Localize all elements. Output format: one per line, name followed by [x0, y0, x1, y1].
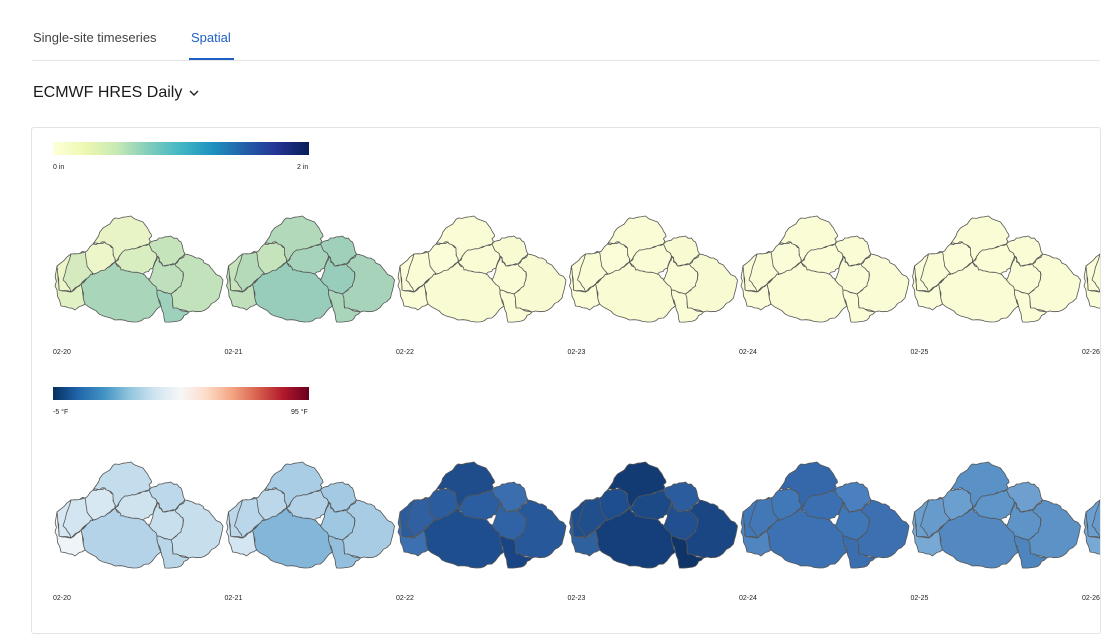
map-date-label: 02-21: [224, 595, 243, 602]
basin-region: [748, 497, 780, 539]
basin-region: [595, 261, 676, 323]
basin-region: [912, 265, 943, 311]
basin-region: [226, 265, 257, 311]
basin-region: [62, 497, 94, 539]
basin-map-02-25: [912, 461, 1081, 569]
tab-bar: Single-site timeseries Spatial: [32, 0, 1100, 61]
basin-region: [1091, 253, 1100, 293]
basin-map-02-20: [54, 461, 224, 569]
map-date-label: 02-23: [567, 349, 586, 356]
basin-region: [569, 265, 600, 311]
precip-map-strip: [54, 215, 1100, 323]
basin-region: [569, 511, 600, 557]
basin-region: [766, 261, 848, 323]
basin-region: [397, 265, 429, 311]
basin-region: [595, 507, 676, 569]
map-date-label: 02-26: [1082, 349, 1100, 356]
chevron-down-icon: [189, 90, 199, 96]
basin-region: [740, 265, 772, 311]
basin-region: [1083, 511, 1100, 555]
precip-colorbar: [53, 142, 309, 155]
basin-region: [252, 507, 333, 569]
basin-region: [920, 497, 951, 539]
basin-region: [1083, 265, 1100, 309]
basin-region: [234, 497, 265, 539]
model-select-label: ECMWF HRES Daily: [33, 84, 183, 101]
basin-region: [80, 507, 162, 569]
basin-region: [234, 251, 265, 293]
basin-region: [405, 251, 437, 293]
basin-region: [156, 535, 190, 569]
map-date-label: 02-22: [396, 349, 414, 356]
basin-region: [328, 535, 361, 569]
map-date-label: 02-21: [224, 349, 243, 356]
map-date-label: 02-24: [739, 595, 757, 602]
basin-region: [328, 289, 361, 323]
spatial-panel: 0 in 2 in 02-20 02-21 02-22 02-23 02-24 02-25…: [31, 127, 1101, 634]
basin-region: [577, 251, 608, 293]
basin-region: [397, 511, 429, 557]
basin-map-02-22: [397, 215, 567, 323]
basin-region: [1014, 289, 1047, 323]
basin-region: [54, 265, 86, 311]
basin-region: [1091, 499, 1100, 539]
basin-map-02-22: [397, 461, 567, 569]
precip-legend-max: 2 in: [297, 164, 309, 171]
basin-region: [499, 535, 533, 569]
basin-region: [920, 251, 951, 293]
basin-map-02-24: [740, 461, 910, 569]
map-date-label: 02-20: [53, 595, 71, 602]
basin-region: [423, 507, 505, 569]
map-date-label: 02-22: [396, 595, 414, 602]
active-tab-indicator: [189, 58, 234, 60]
basin-region: [252, 261, 333, 323]
basin-region: [671, 289, 704, 323]
basin-region: [577, 497, 608, 539]
basin-region: [842, 289, 876, 323]
basin-map-02-24: [740, 215, 910, 323]
map-date-label: 02-25: [910, 349, 929, 356]
basin-region: [938, 261, 1019, 323]
basin-region: [156, 289, 190, 323]
basin-map-02-25: [912, 215, 1081, 323]
basin-region: [671, 535, 704, 569]
basin-region: [842, 535, 876, 569]
basin-region: [748, 251, 780, 293]
basin-region: [405, 497, 437, 539]
basin-region: [54, 511, 86, 557]
basin-map-02-26: [1083, 253, 1100, 309]
basin-map-02-21: [226, 215, 395, 323]
temp-legend-max: 95 °F: [291, 409, 308, 416]
map-date-label: 02-25: [910, 595, 929, 602]
temp-legend-min: -5 °F: [53, 409, 69, 416]
precip-legend-min: 0 in: [53, 164, 65, 171]
basin-region: [226, 511, 257, 557]
map-date-label: 02-23: [567, 595, 586, 602]
basin-map-02-21: [226, 461, 395, 569]
basin-region: [423, 261, 505, 323]
basin-map-02-26: [1083, 499, 1100, 555]
basin-region: [912, 511, 943, 557]
basin-region: [938, 507, 1019, 569]
map-date-label: 02-24: [739, 349, 757, 356]
temp-map-strip: [54, 461, 1100, 569]
basin-region: [1014, 535, 1047, 569]
basin-map-02-23: [569, 461, 738, 569]
tab-single-site-timeseries[interactable]: Single-site timeseries: [33, 30, 157, 45]
basin-map-02-20: [54, 215, 224, 323]
basin-region: [766, 507, 848, 569]
map-date-label: 02-26: [1082, 595, 1100, 602]
basin-map-02-23: [569, 215, 738, 323]
model-select-dropdown[interactable]: ECMWF HRES Daily: [33, 84, 200, 102]
basin-region: [499, 289, 533, 323]
map-date-label: 02-20: [53, 349, 71, 356]
basin-region: [80, 261, 162, 323]
tab-spatial[interactable]: Spatial: [191, 30, 231, 45]
basin-region: [62, 251, 94, 293]
basin-region: [740, 511, 772, 557]
temp-colorbar: [53, 387, 309, 400]
